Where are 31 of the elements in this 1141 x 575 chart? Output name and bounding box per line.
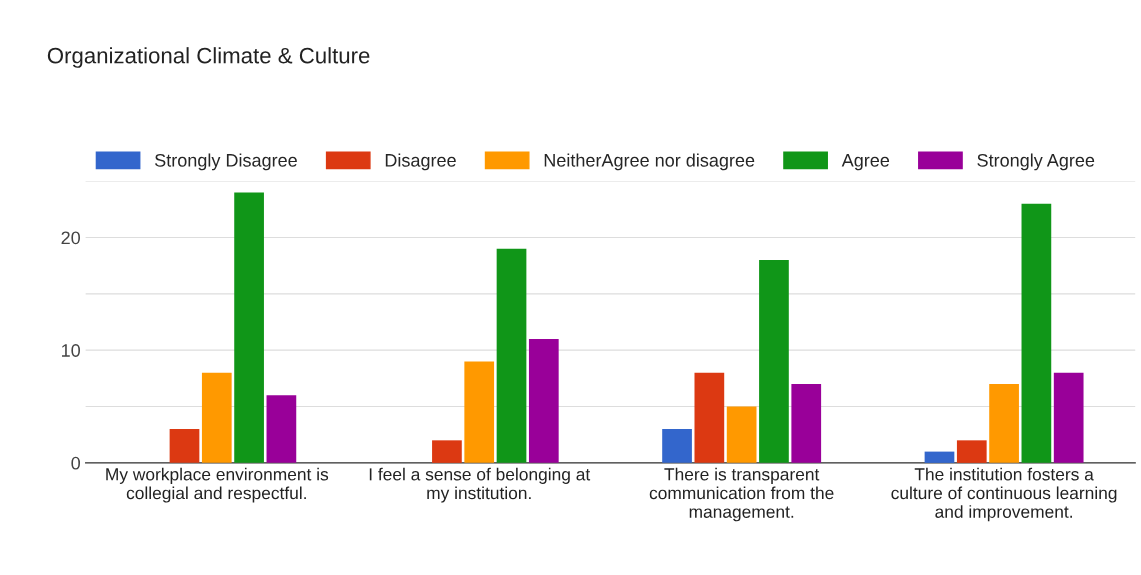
bar bbox=[432, 440, 462, 463]
y-tick-label: 20 bbox=[61, 231, 81, 245]
bar bbox=[956, 440, 987, 463]
x-tick-label: The institution fosters a culture of continuous learning and improvement. bbox=[891, 467, 1117, 522]
bar bbox=[1053, 372, 1084, 463]
bar bbox=[464, 361, 495, 463]
x-tick-label: There is transparent communication from the management. bbox=[649, 467, 834, 522]
legend-label: Strongly Agree bbox=[977, 153, 1095, 171]
bar bbox=[726, 406, 757, 463]
bar bbox=[528, 338, 559, 463]
x-tick-label: I feel a sense of belonging at my institution. bbox=[369, 467, 591, 503]
bar bbox=[266, 395, 297, 463]
bar bbox=[496, 248, 527, 463]
bar bbox=[662, 429, 692, 463]
chart-title: Organizational Climate & Culture bbox=[47, 47, 370, 68]
bar bbox=[989, 383, 1019, 463]
bar bbox=[924, 451, 955, 463]
bar bbox=[169, 429, 200, 463]
legend-label: Agree bbox=[841, 154, 890, 171]
y-tick-label: 0 bbox=[71, 456, 81, 470]
legend-label: Disagree bbox=[385, 153, 456, 171]
y-tick-label: 10 bbox=[62, 344, 81, 357]
x-tick-label: My workplace environment is collegial and respectful. bbox=[106, 467, 329, 503]
bar bbox=[694, 372, 725, 463]
bar bbox=[1021, 203, 1052, 463]
legend-label: NeitherAgree nor disagree bbox=[544, 153, 755, 171]
bar bbox=[759, 260, 789, 463]
bar bbox=[234, 192, 264, 463]
bar bbox=[201, 372, 232, 463]
bar bbox=[791, 383, 822, 463]
legend-label: Strongly Disagree bbox=[155, 153, 297, 171]
